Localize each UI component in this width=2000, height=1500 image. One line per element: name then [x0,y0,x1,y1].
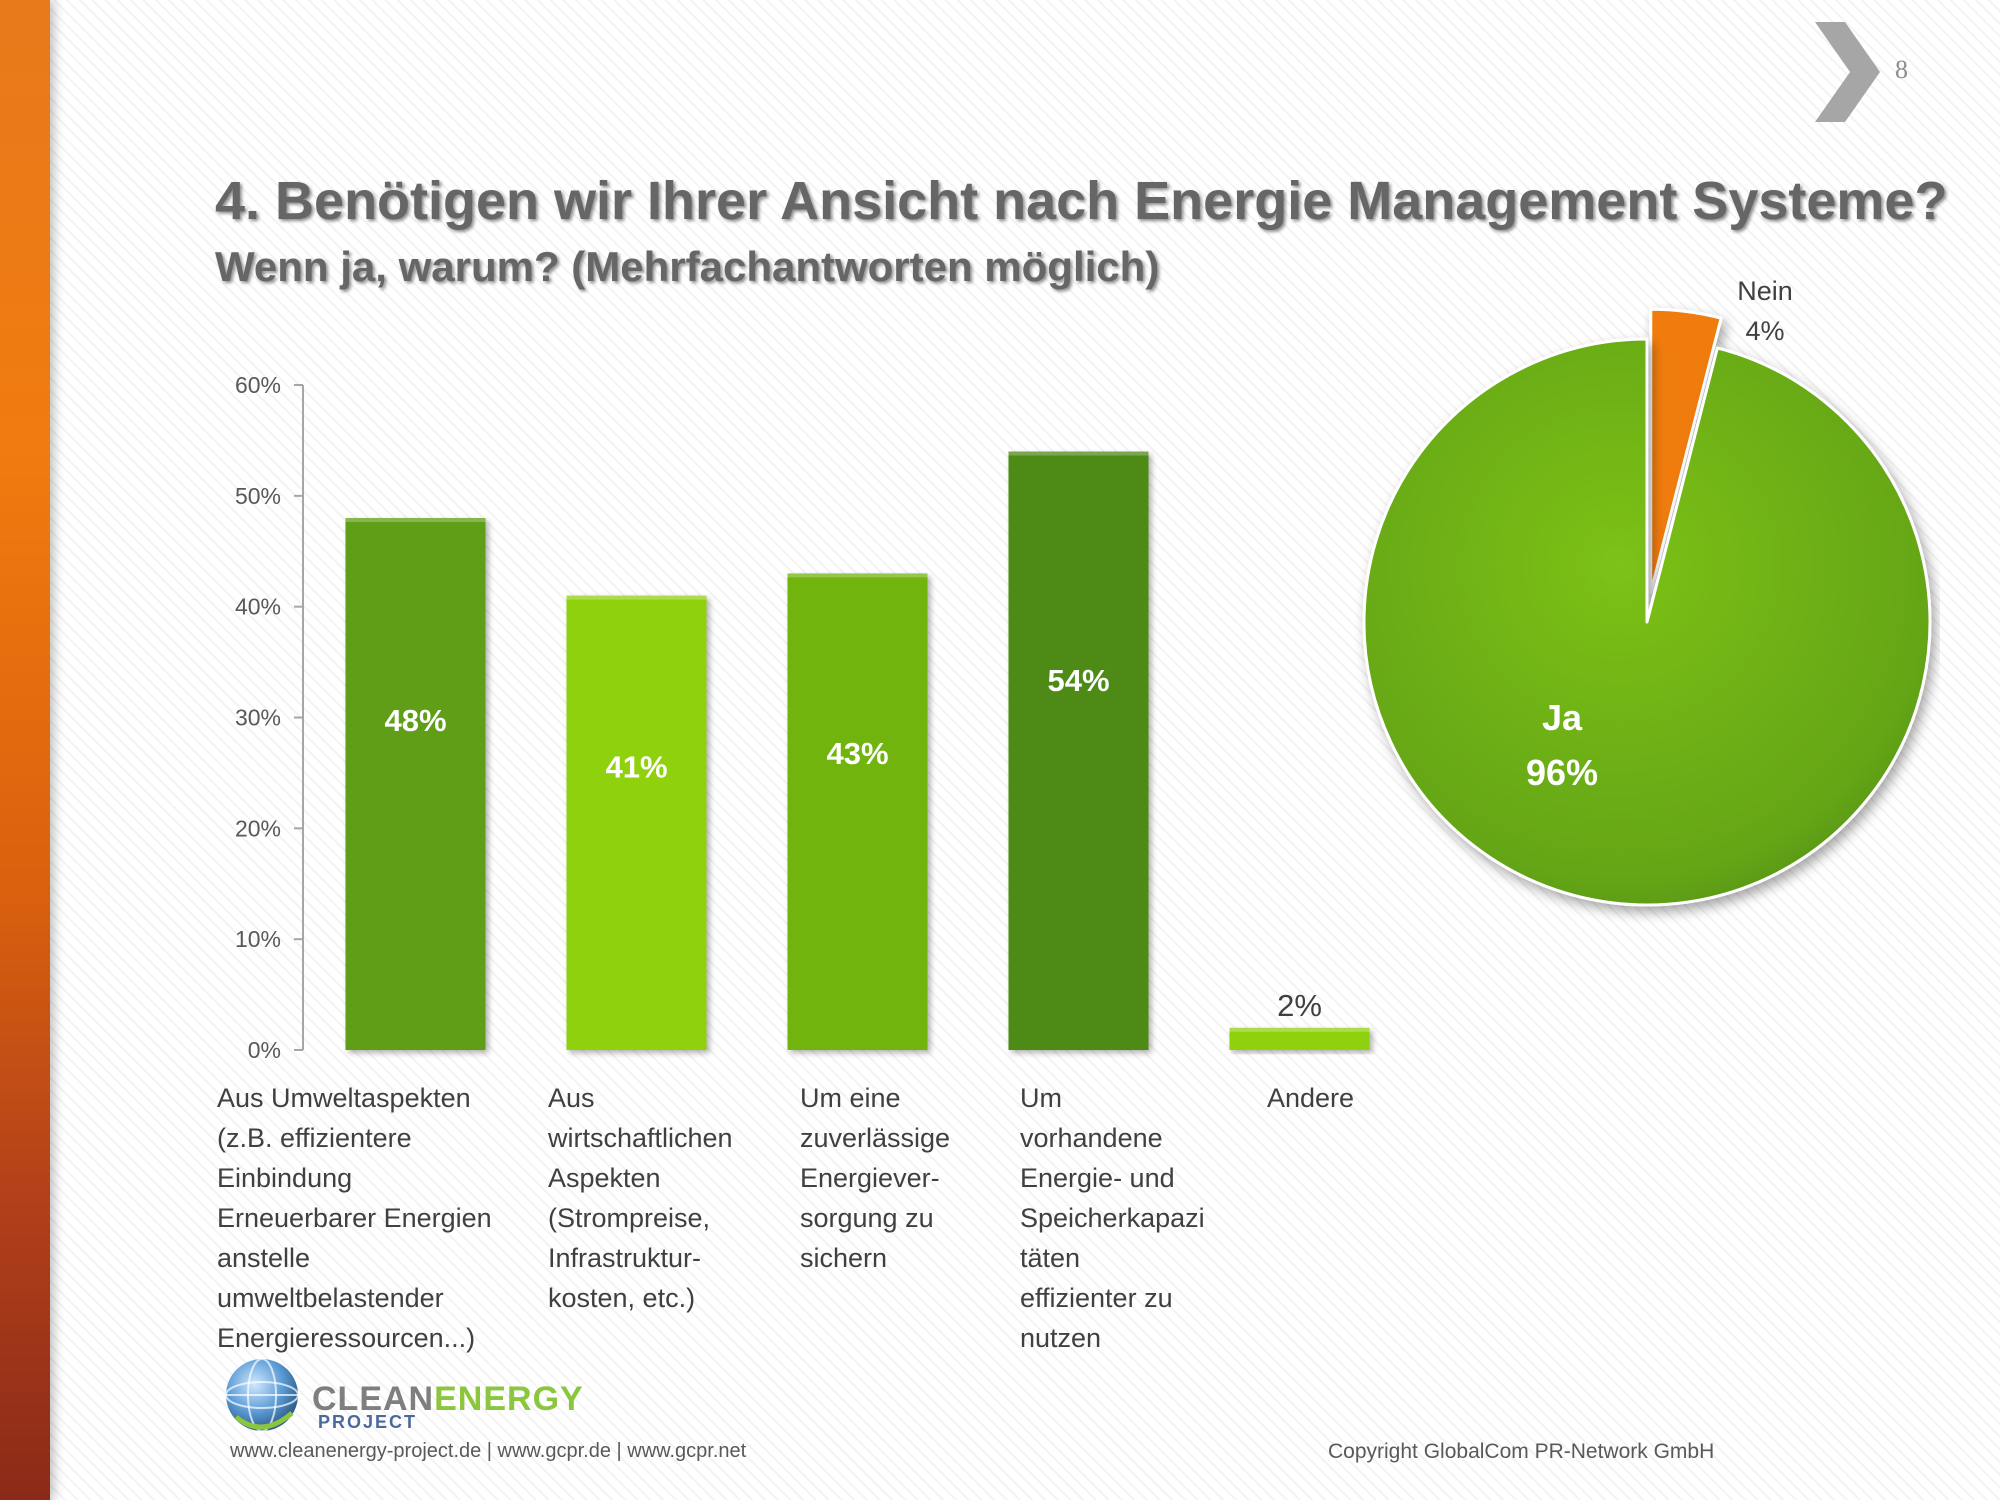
y-tick-label: 30% [235,705,281,731]
logo-brand: CLEANENERGY [312,1380,584,1419]
y-tick-label: 60% [235,372,281,398]
bar-data-label: 48% [384,703,446,738]
y-tick-label: 20% [235,815,281,841]
x-category-label: Um eine zuverlässige Energiever- sorgung… [800,1083,951,1273]
bar [566,595,707,1050]
logo-brand-clean: CLEAN [312,1380,435,1418]
side-band [0,0,50,1500]
pie-slice [1362,337,1932,907]
bar-data-label: 2% [1277,988,1322,1023]
x-category-label: Aus wirtschaftlichen Aspekten (Stromprei… [548,1083,733,1313]
page-subtitle: Wenn ja, warum? (Mehrfachantworten mögli… [215,243,1160,290]
y-tick-label: 10% [235,926,281,952]
x-category-label: Aus Umweltaspekten (z.B. effizientere Ei… [217,1083,492,1353]
x-category-label: Um vorhandene Energie- und Speicherkapaz… [1020,1083,1205,1353]
pie-slice [1649,307,1723,594]
pie-chart: Nein 4% Ja 96% [1362,276,1932,907]
pie-data-label: 4% [1745,316,1784,346]
pie-label-name: Nein [1737,276,1793,306]
bar-data-label: 41% [605,749,667,784]
bar [1229,1027,1370,1050]
pie-data-label: 96% [1526,752,1598,793]
y-tick-label: 0% [248,1037,281,1063]
logo-brand-sub: PROJECT [318,1412,418,1432]
y-tick-label: 50% [235,483,281,509]
y-tick-label: 40% [235,594,281,620]
logo-brand-energy: ENERGY [434,1380,584,1418]
footer-links: www.cleanenergy-project.de | www.gcpr.de… [230,1440,747,1462]
bar [1008,451,1149,1050]
bar [345,518,486,1050]
globe-logo-icon [225,1358,299,1432]
bar-data-label: 54% [1047,663,1109,698]
footer-copyright: Copyright GlobalCom PR-Network GmbH [1328,1440,1715,1463]
bar [787,573,928,1050]
page-number: 8 [1895,55,1908,84]
page-title: 4. Benötigen wir Ihrer Ansicht nach Ener… [215,171,1948,231]
chevron-right-icon [1815,22,1880,122]
pie-label-name: Ja [1542,697,1583,738]
bar-data-label: 43% [826,736,888,771]
x-category-label: Andere [1267,1083,1355,1113]
